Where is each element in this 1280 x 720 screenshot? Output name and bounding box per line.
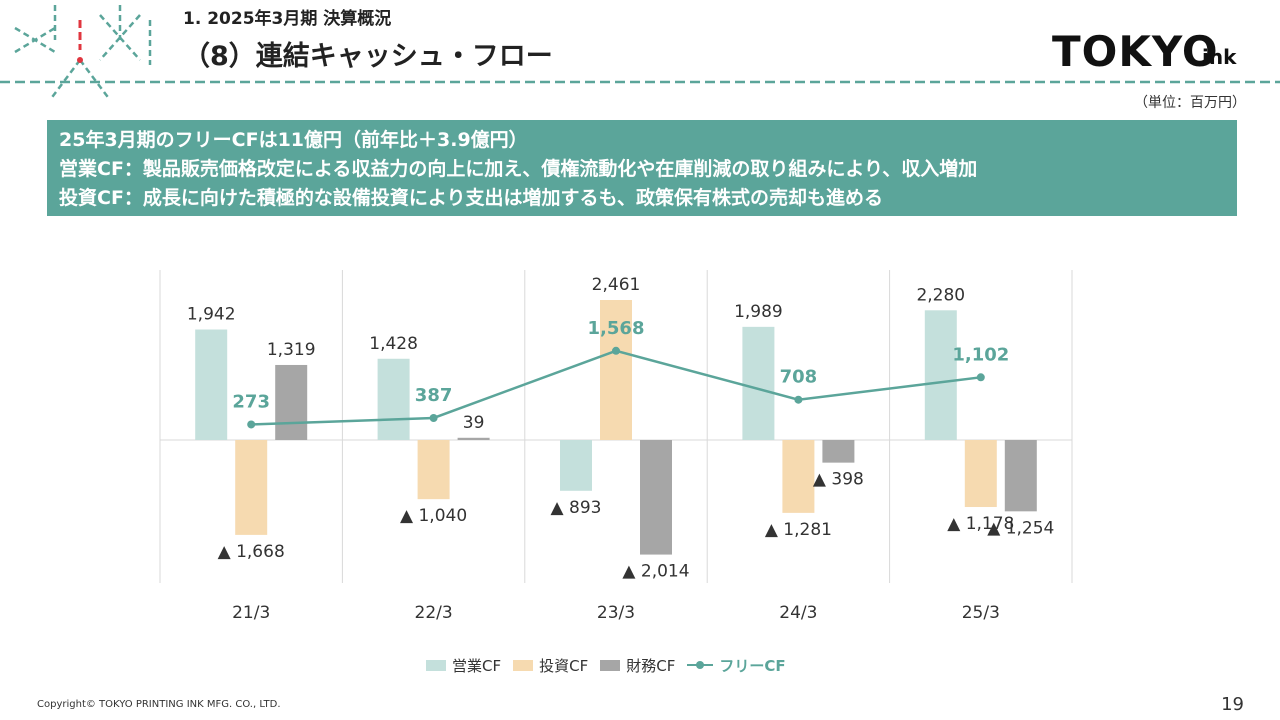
summary-box: 25年3月期のフリーCFは11億円（前年比＋3.9億円） 営業CF：製品販売価格…: [47, 120, 1237, 216]
summary-line-2: 営業CF：製品販売価格改定による収益力の向上に加え、債権流動化や在庫削減の取り組…: [59, 158, 978, 180]
summary-line-3: 投資CF：成長に向けた積極的な設備投資により支出は増加するも、政策保有株式の売却…: [59, 187, 883, 209]
copyright: Copyright© TOKYO PRINTING INK MFG. CO., …: [37, 699, 281, 710]
free-cf-point: [794, 395, 803, 404]
category-label: 21/3: [232, 603, 270, 623]
summary-line-1: 25年3月期のフリーCFは11億円（前年比＋3.9億円）: [59, 129, 528, 151]
operating-cf-bar: [560, 440, 592, 491]
financing-cf-label: ▲ 2,014: [622, 562, 689, 582]
legend-item-operating: 営業CF: [426, 655, 501, 676]
free-cf-point: [976, 373, 985, 382]
financing-cf-label: 39: [463, 413, 485, 433]
investing-cf-label: ▲ 1,281: [765, 520, 832, 540]
operating-cf-bar: [377, 358, 410, 440]
free-cf-label: 1,102: [952, 344, 1009, 365]
legend-label-investing: 投資CF: [539, 656, 589, 675]
logo-decoration: [14, 5, 152, 101]
financing-cf-label: 1,319: [267, 340, 316, 360]
page-number: 19: [1221, 694, 1244, 715]
free-cf-point: [612, 346, 620, 355]
brand-suffix: ink: [1202, 45, 1237, 69]
investing-cf-label: ▲ 1,178: [947, 514, 1014, 534]
operating-cf-bar: [924, 310, 957, 440]
operating-cf-label: ▲ 893: [551, 498, 602, 518]
free-cf-label: 708: [780, 367, 818, 388]
free-cf-label: 387: [415, 385, 453, 406]
operating-cf-label: 2,280: [916, 285, 965, 305]
financing-cf-bar: [275, 364, 308, 440]
chart-legend: 営業CF 投資CF 財務CF フリーCF: [426, 654, 798, 676]
investing-cf-label: ▲ 1,668: [218, 542, 285, 562]
page-title: （8）連結キャッシュ・フロー: [183, 41, 553, 72]
section-subtitle: 1. 2025年3月期 決算概況: [183, 9, 392, 29]
legend-item-free: フリーCF: [687, 655, 786, 676]
operating-cf-bar: [195, 329, 228, 440]
free-cf-label: 1,568: [588, 318, 645, 339]
legend-swatch-financing: [600, 659, 621, 671]
category-label: 25/3: [962, 603, 1000, 623]
free-cf-point: [429, 413, 438, 422]
legend-swatch-operating: [426, 659, 446, 671]
legend-line-free: [687, 659, 714, 671]
cashflow-chart: 1,942 1,428 ▲ 893 1,989 2,280 ▲ 1,668 ▲ 1,040 2…: [159, 270, 1073, 623]
brand-name: TOKYO: [1052, 27, 1219, 76]
investing-cf-bar: [600, 300, 632, 440]
free-cf-label: 273: [232, 391, 270, 412]
investing-cf-bar: [782, 440, 815, 513]
investing-cf-bar: [964, 440, 997, 508]
investing-cf-label: ▲ 1,040: [400, 506, 467, 526]
unit-label: （単位：百万円）: [1134, 95, 1246, 111]
investing-cf-bar: [417, 440, 450, 500]
legend-label-free: フリーCF: [719, 656, 786, 675]
free-cf-point: [247, 420, 256, 429]
financing-cf-label: ▲ 1,254: [987, 518, 1054, 538]
header-divider: [0, 80, 1280, 84]
financing-cf-bar: [1004, 440, 1037, 512]
operating-cf-label: 1,428: [369, 334, 418, 354]
operating-cf-label: 1,989: [734, 302, 783, 322]
financing-cf-bar: [822, 440, 855, 463]
category-label: 22/3: [415, 603, 453, 623]
investing-cf-bar: [235, 440, 268, 535]
financing-cf-label: ▲ 398: [813, 470, 864, 490]
brand-logo: TOKYO ink: [1052, 28, 1252, 76]
legend-label-operating: 営業CF: [452, 656, 502, 675]
legend-swatch-investing: [513, 659, 534, 671]
financing-cf-bar: [640, 440, 672, 555]
category-label: 24/3: [779, 603, 817, 623]
operating-cf-bar: [742, 326, 775, 440]
legend-item-financing: 財務CF: [600, 655, 675, 676]
legend-label-financing: 財務CF: [626, 656, 676, 675]
category-label: 23/3: [597, 603, 635, 623]
operating-cf-label: 1,942: [187, 305, 236, 325]
investing-cf-label: 2,461: [592, 275, 641, 295]
financing-cf-bar: [457, 437, 490, 440]
legend-item-investing: 投資CF: [513, 655, 588, 676]
